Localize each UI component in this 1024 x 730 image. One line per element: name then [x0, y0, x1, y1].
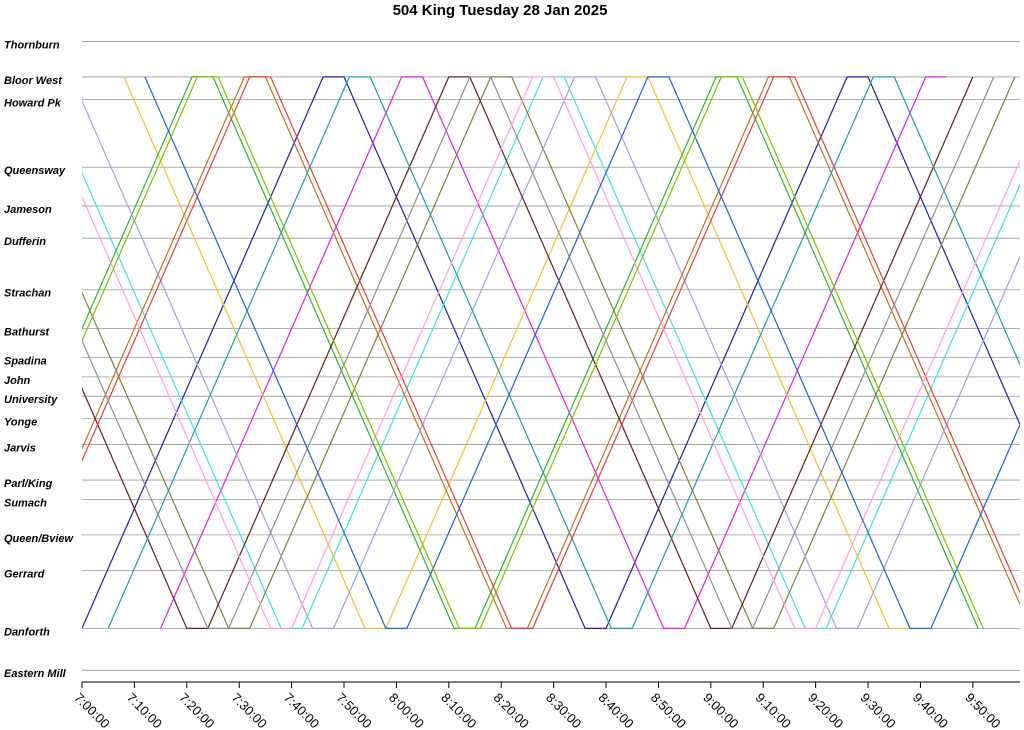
- grid: [82, 41, 1020, 671]
- x-tick-label: 7:50:00: [333, 690, 374, 730]
- vehicle-trace: [82, 76, 1020, 629]
- y-tick-label: Jarvis: [4, 442, 36, 454]
- y-tick-label: Thornburn: [4, 39, 60, 51]
- y-tick-label: Danforth: [4, 626, 50, 638]
- x-tick-label: 9:10:00: [753, 690, 794, 730]
- x-tick-label: 9:50:00: [962, 690, 1003, 730]
- x-tick-label: 7:20:00: [176, 690, 217, 730]
- vehicle-trace: [82, 76, 1020, 629]
- y-tick-label: Queensway: [4, 165, 66, 177]
- y-tick-label: Howard Pk: [4, 97, 62, 109]
- vehicle-trace: [82, 76, 974, 629]
- x-tick-label: 9:20:00: [805, 690, 846, 730]
- vehicle-trace: [144, 76, 1020, 629]
- y-tick-label: John: [4, 375, 31, 387]
- vehicle-trace: [82, 76, 1020, 629]
- vehicle-trace: [82, 76, 1016, 629]
- x-tick-label: 8:10:00: [438, 690, 479, 730]
- y-tick-label: University: [4, 394, 58, 406]
- vehicle-trace: [160, 76, 947, 629]
- x-tick-label: 9:40:00: [910, 690, 951, 730]
- vehicle-trace: [82, 76, 995, 629]
- y-tick-label: Eastern Mill: [4, 668, 67, 680]
- x-tick-label: 8:00:00: [386, 690, 427, 730]
- x-tick-label: 8:30:00: [543, 690, 584, 730]
- x-tick-label: 7:30:00: [229, 690, 270, 730]
- y-tick-label: Bathurst: [4, 326, 51, 338]
- x-tick-label: 7:40:00: [281, 690, 322, 730]
- x-tick-label: 9:00:00: [700, 690, 741, 730]
- vehicle-trace: [107, 76, 1020, 629]
- x-tick-label: 8:20:00: [491, 690, 532, 730]
- y-tick-label: Spadina: [4, 355, 47, 367]
- x-tick-label: 9:30:00: [857, 690, 898, 730]
- x-tick-label: 7:10:00: [124, 690, 165, 730]
- x-tick-label: 8:50:00: [648, 690, 689, 730]
- vehicle-trace: [82, 76, 1020, 629]
- vehicle-trace: [82, 76, 984, 629]
- y-tick-label: Jameson: [4, 204, 52, 216]
- chart-title: 504 King Tuesday 28 Jan 2025: [393, 2, 608, 19]
- x-tick-label: 8:40:00: [595, 690, 636, 730]
- vehicle-trace: [123, 76, 910, 629]
- y-tick-label: Bloor West: [4, 75, 63, 87]
- y-tick-label: Strachan: [4, 288, 51, 300]
- y-tick-label: Parl/King: [4, 478, 53, 490]
- y-tick-label: Gerrard: [4, 568, 45, 580]
- y-tick-label: Yonge: [4, 417, 37, 429]
- plot-lines: [82, 76, 1020, 629]
- y-tick-label: Sumach: [4, 497, 47, 509]
- y-tick-label: Queen/Bview: [4, 533, 75, 545]
- vehicle-trace: [82, 76, 1020, 629]
- x-tick-label: 7:00:00: [71, 690, 112, 730]
- y-tick-label: Dufferin: [4, 236, 46, 248]
